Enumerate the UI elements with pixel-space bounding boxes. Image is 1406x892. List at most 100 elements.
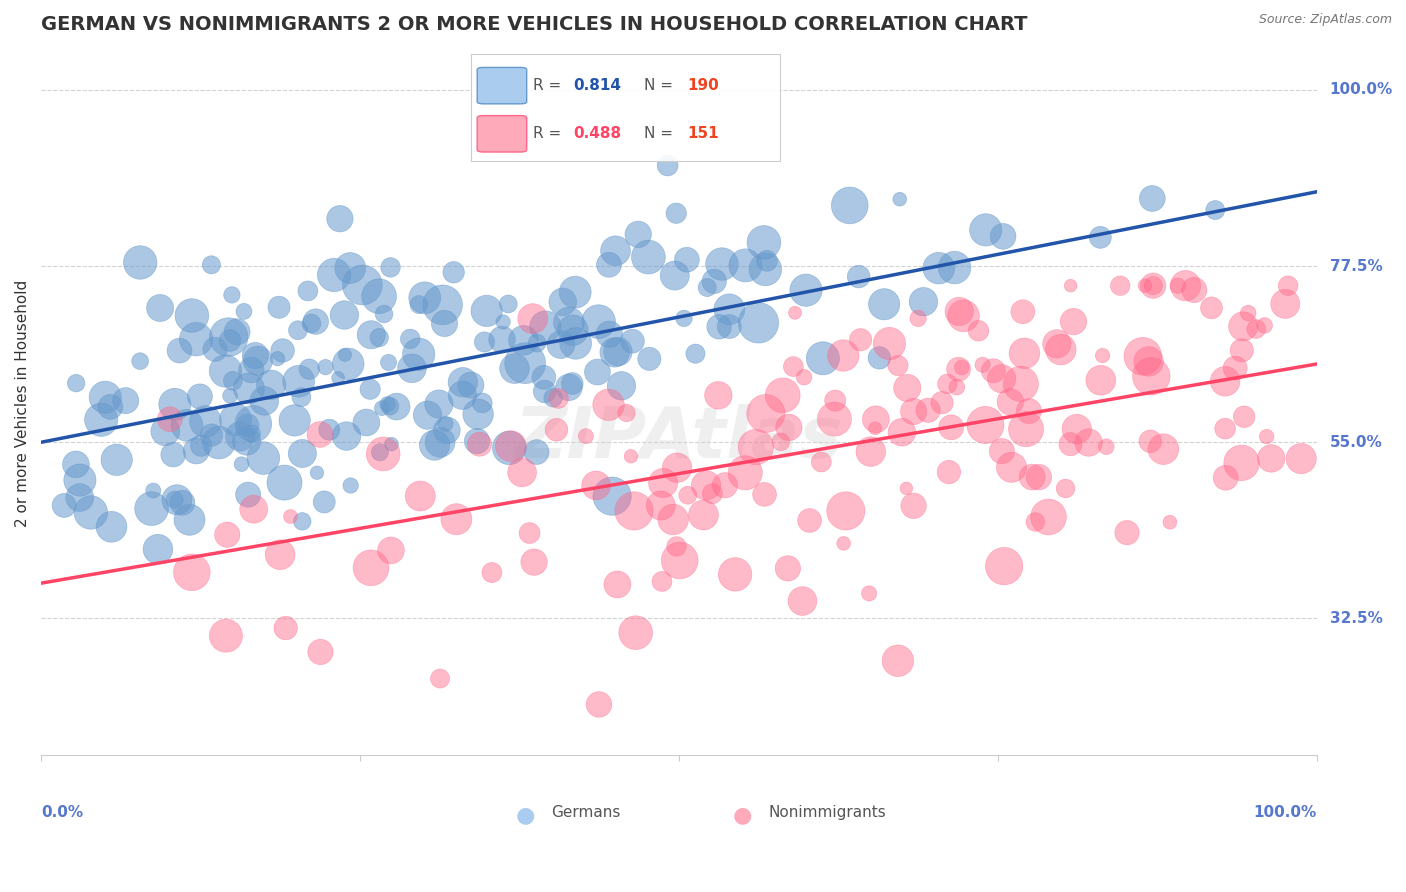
Point <box>240 426 263 441</box>
Point <box>368 289 391 303</box>
Point <box>149 301 172 315</box>
Point <box>868 351 890 365</box>
Point <box>696 280 718 294</box>
Point <box>1159 515 1181 529</box>
Point <box>492 315 515 329</box>
Point <box>1244 322 1267 336</box>
Point <box>443 265 465 279</box>
Point <box>1152 442 1174 457</box>
Text: Germans: Germans <box>551 805 621 820</box>
Point <box>991 444 1014 458</box>
Point <box>371 401 394 416</box>
Point <box>1139 434 1161 449</box>
Point <box>668 553 690 567</box>
Text: 0.0%: 0.0% <box>41 805 83 820</box>
Point <box>823 412 845 426</box>
Point <box>724 567 747 582</box>
Point <box>931 395 953 409</box>
Point <box>1232 319 1254 334</box>
Point <box>637 250 659 264</box>
Point <box>427 397 450 411</box>
Point <box>1109 278 1132 293</box>
Point <box>512 334 534 348</box>
Point <box>233 304 256 318</box>
Point <box>65 376 87 391</box>
Point <box>246 353 269 368</box>
Point <box>702 487 724 501</box>
Point <box>1256 429 1278 443</box>
Point <box>1140 369 1163 384</box>
Point <box>176 418 198 433</box>
Point <box>359 382 381 396</box>
Point <box>360 327 382 342</box>
Point <box>952 309 974 323</box>
Point <box>948 362 970 376</box>
Point <box>598 327 620 342</box>
Point <box>1116 525 1139 540</box>
Point <box>610 379 633 393</box>
Point <box>190 439 212 453</box>
Point <box>337 357 360 371</box>
Point <box>503 361 526 376</box>
Point <box>551 294 574 309</box>
Point <box>413 291 436 305</box>
Point <box>1010 376 1032 391</box>
Point <box>475 304 498 318</box>
Point <box>1000 394 1022 409</box>
Point <box>1090 373 1112 387</box>
Point <box>1274 297 1296 311</box>
Point <box>53 499 76 513</box>
Point <box>912 294 935 309</box>
Point <box>287 323 309 337</box>
Point <box>204 343 226 357</box>
Point <box>231 457 253 471</box>
Point <box>1090 230 1112 244</box>
Point <box>429 672 451 686</box>
Point <box>782 359 804 374</box>
Point <box>318 423 340 437</box>
Point <box>429 435 451 450</box>
Point <box>315 360 337 375</box>
Point <box>616 406 638 420</box>
Point <box>692 508 714 522</box>
Point <box>650 499 672 513</box>
Point <box>588 315 610 329</box>
Point <box>890 425 912 440</box>
Point <box>253 393 276 408</box>
Point <box>879 336 901 351</box>
Point <box>471 396 494 410</box>
Point <box>105 452 128 467</box>
Point <box>1014 346 1036 360</box>
Point <box>747 316 769 330</box>
Point <box>240 363 263 377</box>
Point <box>541 391 564 405</box>
Text: 0.488: 0.488 <box>574 127 621 141</box>
Point <box>794 283 817 297</box>
Point <box>972 358 994 372</box>
Point <box>498 297 520 311</box>
Point <box>1253 318 1275 333</box>
Point <box>652 476 675 491</box>
Point <box>703 274 725 288</box>
Point <box>226 325 249 339</box>
Point <box>887 654 910 668</box>
Point <box>1066 422 1088 436</box>
Point <box>218 330 240 344</box>
Point <box>1091 349 1114 363</box>
Point <box>651 574 673 589</box>
Point <box>323 268 346 282</box>
Point <box>291 446 314 460</box>
Point <box>714 478 737 492</box>
Point <box>515 356 537 370</box>
Point <box>236 488 259 502</box>
Point <box>533 384 555 399</box>
Point <box>274 621 297 635</box>
Point <box>1050 343 1073 357</box>
Text: Nonimmigrants: Nonimmigrants <box>768 805 886 820</box>
Point <box>948 304 970 318</box>
Point <box>166 492 188 507</box>
Point <box>373 307 395 321</box>
Point <box>776 561 799 575</box>
Point <box>547 392 569 406</box>
Text: ●: ● <box>516 805 536 825</box>
